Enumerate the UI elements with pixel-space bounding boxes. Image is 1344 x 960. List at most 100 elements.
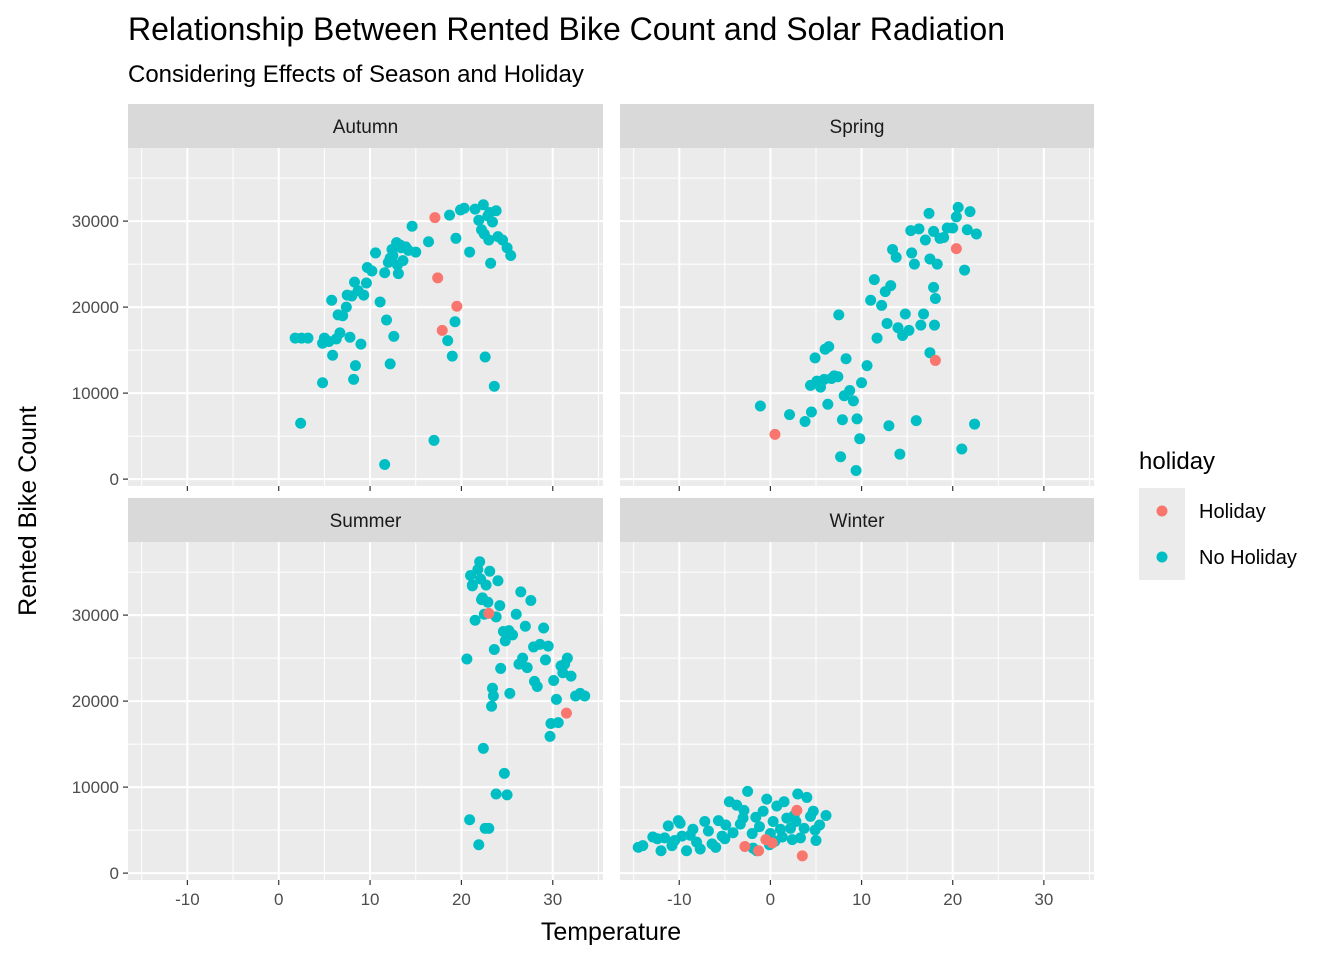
- data-point-no-holiday: [370, 247, 382, 259]
- data-point-no-holiday: [381, 314, 393, 326]
- data-point-no-holiday: [397, 255, 409, 267]
- data-point-no-holiday: [767, 816, 779, 828]
- x-tick-label: 30: [1034, 890, 1053, 909]
- data-point-no-holiday: [778, 796, 790, 808]
- data-point-no-holiday: [757, 805, 769, 817]
- data-point-no-holiday: [499, 635, 511, 647]
- data-point-no-holiday: [473, 839, 485, 851]
- data-point-no-holiday: [637, 840, 649, 852]
- data-point-no-holiday: [538, 622, 550, 634]
- data-point-no-holiday: [464, 246, 476, 258]
- data-point-no-holiday: [446, 350, 458, 362]
- data-point-no-holiday: [483, 822, 495, 834]
- x-tick-label: 0: [274, 890, 283, 909]
- data-point-no-holiday: [851, 413, 863, 425]
- data-point-no-holiday: [899, 308, 911, 320]
- x-tick-label: 0: [766, 890, 775, 909]
- legend-title: holiday: [1139, 448, 1215, 475]
- y-tick-label: 30000: [72, 212, 119, 231]
- data-point-no-holiday: [450, 232, 462, 244]
- data-point-no-holiday: [525, 594, 537, 606]
- plot-background: [620, 542, 1094, 880]
- facet-panel-summer: Summer 0 10000 20000 30000 -10 0 10 20 30: [72, 498, 603, 909]
- data-point-holiday: [766, 837, 778, 849]
- data-point-no-holiday: [674, 817, 686, 829]
- data-point-no-holiday: [334, 327, 346, 339]
- data-point-no-holiday: [488, 380, 500, 392]
- data-point-no-holiday: [790, 816, 802, 828]
- facet-strip-label: Spring: [830, 117, 885, 138]
- facet-panel-spring: Spring: [620, 104, 1094, 491]
- data-point-holiday: [451, 300, 463, 312]
- data-point-no-holiday: [847, 395, 859, 407]
- data-point-no-holiday: [810, 834, 822, 846]
- data-point-no-holiday: [550, 693, 562, 705]
- facet-strip: [128, 104, 603, 148]
- data-point-no-holiday: [355, 338, 367, 350]
- y-tick-label: 10000: [72, 778, 119, 797]
- data-point-no-holiday: [720, 819, 732, 831]
- data-point-no-holiday: [835, 451, 847, 463]
- data-point-no-holiday: [950, 211, 962, 223]
- data-point-no-holiday: [742, 785, 754, 797]
- data-point-no-holiday: [876, 299, 888, 311]
- data-point-no-holiday: [505, 250, 517, 262]
- facet-strip-label: Winter: [830, 511, 886, 532]
- data-point-no-holiday: [458, 202, 470, 214]
- x-tick-label: -10: [175, 890, 200, 909]
- plot-background: [620, 148, 1094, 486]
- data-point-no-holiday: [379, 267, 391, 279]
- data-point-no-holiday: [428, 434, 440, 446]
- data-point-no-holiday: [885, 280, 897, 292]
- data-point-no-holiday: [348, 373, 360, 385]
- data-point-no-holiday: [374, 296, 386, 308]
- data-point-no-holiday: [961, 224, 973, 236]
- data-point-no-holiday: [687, 823, 699, 835]
- data-point-no-holiday: [510, 608, 522, 620]
- data-point-no-holiday: [799, 415, 811, 427]
- legend-label: No Holiday: [1199, 547, 1297, 569]
- data-point-no-holiday: [539, 654, 551, 666]
- data-point-no-holiday: [856, 377, 868, 389]
- data-point-no-holiday: [501, 789, 513, 801]
- data-point-holiday: [483, 607, 495, 619]
- data-point-no-holiday: [883, 420, 895, 432]
- data-point-no-holiday: [929, 293, 941, 305]
- data-point-no-holiday: [479, 351, 491, 363]
- data-point-no-holiday: [798, 822, 810, 834]
- data-point-no-holiday: [495, 662, 507, 674]
- data-point-no-holiday: [969, 418, 981, 430]
- y-axis-title: Rented Bike Count: [14, 406, 42, 616]
- data-point-no-holiday: [552, 717, 564, 729]
- data-point-no-holiday: [498, 767, 510, 779]
- data-point-holiday: [950, 243, 962, 255]
- data-point-no-holiday: [906, 247, 918, 259]
- data-point-no-holiday: [784, 409, 796, 421]
- data-point-no-holiday: [761, 793, 773, 805]
- data-point-no-holiday: [476, 594, 488, 606]
- data-point-no-holiday: [931, 258, 943, 270]
- data-point-no-holiday: [903, 324, 915, 336]
- data-point-no-holiday: [488, 644, 500, 656]
- data-point-no-holiday: [910, 415, 922, 427]
- legend-label: Holiday: [1199, 501, 1266, 523]
- data-point-no-holiday: [681, 845, 693, 857]
- data-point-no-holiday: [905, 225, 917, 237]
- data-point-no-holiday: [480, 579, 492, 591]
- data-point-no-holiday: [746, 828, 758, 840]
- facet-panel-winter: Winter -10 0 10 20 30: [620, 498, 1094, 909]
- chart-subtitle: Considering Effects of Season and Holida…: [128, 61, 584, 88]
- data-point-no-holiday: [423, 236, 435, 248]
- data-point-no-holiday: [392, 268, 404, 280]
- data-point-no-holiday: [702, 825, 714, 837]
- data-point-no-holiday: [344, 331, 356, 343]
- data-point-no-holiday: [544, 730, 556, 742]
- y-tick-label: 30000: [72, 606, 119, 625]
- data-point-holiday: [796, 850, 808, 862]
- data-point-no-holiday: [494, 600, 506, 612]
- y-tick-label: 20000: [72, 692, 119, 711]
- data-point-no-holiday: [710, 841, 722, 853]
- data-point-holiday: [739, 840, 751, 852]
- data-point-no-holiday: [881, 317, 893, 329]
- data-point-no-holiday: [836, 414, 848, 426]
